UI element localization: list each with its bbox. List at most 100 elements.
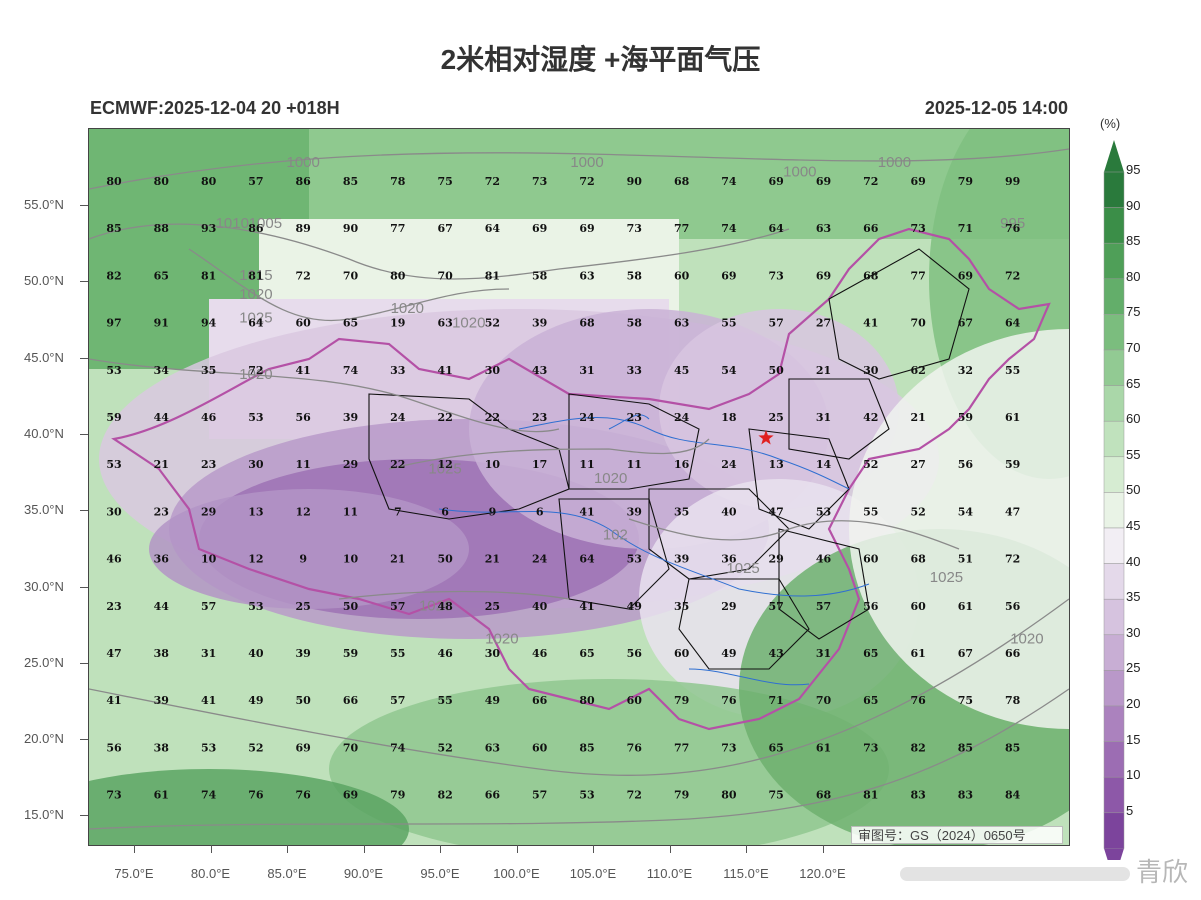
isobar-label: 1020 xyxy=(239,366,272,383)
rh-value: 23 xyxy=(532,411,547,424)
rh-value: 77 xyxy=(674,222,689,235)
rh-value: 24 xyxy=(579,411,595,424)
rh-value: 39 xyxy=(627,505,642,518)
rh-value: 52 xyxy=(863,458,878,471)
rh-value: 89 xyxy=(296,222,311,235)
rh-value: 60 xyxy=(674,269,690,282)
colorbar-level-label: 35 xyxy=(1126,589,1141,605)
rh-value: 38 xyxy=(154,741,170,754)
rh-value: 85 xyxy=(579,741,594,754)
colorbar-segment xyxy=(1103,812,1125,849)
rh-value: 60 xyxy=(296,317,312,330)
rh-value: 57 xyxy=(390,694,405,707)
rh-value: 65 xyxy=(769,741,784,754)
colorbar-level-label: 45 xyxy=(1126,518,1141,533)
colorbar-segment xyxy=(1103,385,1125,422)
isobar-label: 1020 xyxy=(391,300,424,317)
rh-value: 63 xyxy=(485,741,500,754)
colorbar-segment xyxy=(1103,670,1125,707)
rh-value: 11 xyxy=(627,458,642,471)
rh-value: 72 xyxy=(485,175,500,188)
rh-value: 72 xyxy=(1005,553,1020,566)
longitude-label: 85.0°E xyxy=(267,866,307,881)
watermark: 青欣 xyxy=(838,852,1188,888)
rh-value: 17 xyxy=(532,458,547,471)
rh-value: 90 xyxy=(343,222,359,235)
rh-value: 42 xyxy=(863,411,878,424)
isobar-label: 1025 xyxy=(930,569,963,586)
rh-value: 72 xyxy=(1005,269,1020,282)
rh-value: 55 xyxy=(721,317,736,330)
colorbar-level-label: 60 xyxy=(1126,411,1141,427)
rh-value: 58 xyxy=(627,269,643,282)
colorbar-level-label: 65 xyxy=(1126,375,1141,391)
rh-value: 41 xyxy=(106,694,121,707)
rh-value: 50 xyxy=(769,364,785,377)
rh-value: 39 xyxy=(674,553,689,566)
rh-value: 12 xyxy=(296,505,311,518)
latitude-label: 55.0°N xyxy=(24,197,64,212)
rh-value: 7 xyxy=(394,505,402,518)
rh-value: 31 xyxy=(816,647,831,660)
rh-value: 52 xyxy=(248,741,263,754)
capital-star-icon xyxy=(758,430,774,445)
rh-value: 58 xyxy=(627,317,643,330)
rh-value: 44 xyxy=(154,411,170,424)
colorbar-segment xyxy=(1103,278,1125,315)
longitude-label: 90.0°E xyxy=(343,866,384,881)
rh-value: 21 xyxy=(910,411,925,424)
rh-value: 57 xyxy=(816,600,831,613)
longitude-label: 115.0°E xyxy=(723,866,769,881)
rh-value: 46 xyxy=(532,647,548,660)
rh-value: 82 xyxy=(106,269,121,282)
rh-value: 66 xyxy=(863,222,879,235)
rh-value: 24 xyxy=(532,553,548,566)
rh-value: 21 xyxy=(390,553,405,566)
rh-value: 13 xyxy=(769,458,784,471)
rh-value: 46 xyxy=(201,411,217,424)
rh-value: 23 xyxy=(154,505,169,518)
longitude-tick xyxy=(210,845,212,853)
rh-value: 13 xyxy=(248,505,263,518)
rh-value: 57 xyxy=(769,317,784,330)
isobar-label: 1000 xyxy=(783,163,816,180)
chart-title: 2米相对湿度 +海平面气压 xyxy=(440,44,761,75)
rh-value: 12 xyxy=(437,458,452,471)
rh-value: 64 xyxy=(769,222,785,235)
rh-value: 64 xyxy=(485,222,501,235)
rh-value: 39 xyxy=(532,317,547,330)
colorbar-segment xyxy=(1103,314,1125,351)
rh-value: 24 xyxy=(674,411,690,424)
rh-value: 39 xyxy=(343,411,358,424)
rh-value: 73 xyxy=(627,222,642,235)
rh-value: 57 xyxy=(390,600,405,613)
rh-value: 27 xyxy=(910,458,925,471)
rh-value: 66 xyxy=(485,789,501,802)
rh-value: 50 xyxy=(343,600,359,613)
rh-value: 75 xyxy=(769,789,784,802)
rh-value: 29 xyxy=(721,600,736,613)
longitude-tick xyxy=(822,845,824,853)
latitude-label: 25.0°N xyxy=(24,654,64,670)
rh-value: 61 xyxy=(910,647,925,660)
rh-value: 67 xyxy=(958,647,973,660)
rh-value: 69 xyxy=(958,269,973,282)
colorbar-level-label: 70 xyxy=(1126,340,1141,355)
rh-value: 41 xyxy=(201,694,216,707)
rh-value: 68 xyxy=(863,269,879,282)
rh-value: 94 xyxy=(201,317,217,330)
rh-value: 23 xyxy=(106,600,121,613)
colorbar-segment xyxy=(1103,420,1125,458)
isobar-label: 1000 xyxy=(287,154,320,171)
isobar-label: 1020 xyxy=(239,286,272,303)
rh-value: 41 xyxy=(579,600,594,613)
rh-value: 57 xyxy=(532,789,547,802)
latitude-tick xyxy=(80,357,88,359)
rh-value: 48 xyxy=(437,600,453,613)
colorbar-level-label: 85 xyxy=(1126,233,1141,249)
rh-value: 44 xyxy=(154,600,170,613)
colorbar-level-label: 30 xyxy=(1126,624,1141,640)
rh-value: 70 xyxy=(816,694,832,707)
rh-value: 55 xyxy=(1005,364,1020,377)
rh-value: 9 xyxy=(489,505,497,518)
